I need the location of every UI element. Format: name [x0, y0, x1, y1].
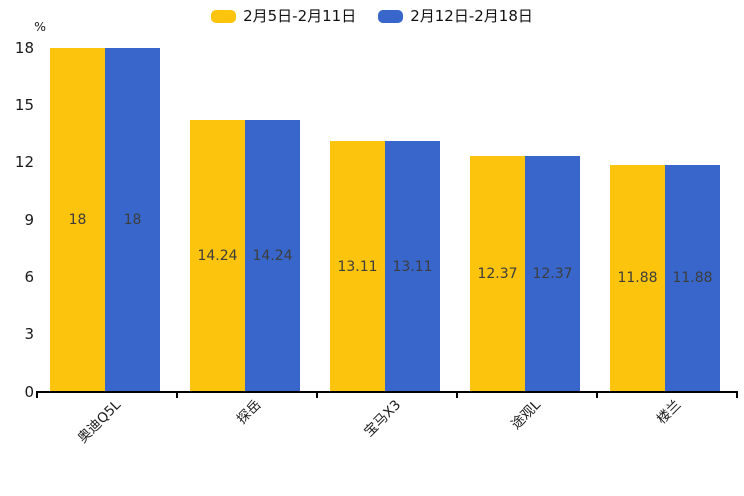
y-axis-unit-label: % [34, 19, 46, 34]
x-category-label: 宝马X3 [361, 397, 405, 441]
legend-label-series2: 2月12日-2月18日 [410, 7, 533, 25]
bar-series2-途观L [525, 155, 580, 392]
x-axis-tick [456, 391, 458, 398]
bar-series2-楼兰 [665, 164, 720, 392]
y-tick-label: 3 [24, 325, 34, 344]
bar-series1-楼兰 [610, 164, 665, 392]
legend-label-series1: 2月5日-2月11日 [243, 7, 357, 25]
x-category-label: 途观L [508, 397, 545, 433]
bar-value-label: 12.37 [532, 265, 573, 282]
x-category-label: 奥迪Q5L [74, 397, 125, 447]
x-axis-tick [176, 391, 178, 398]
bar-series2-探岳 [245, 119, 300, 392]
x-axis-tick [36, 391, 38, 398]
bar-value-label: 13.11 [392, 258, 433, 275]
legend: 2月5日-2月11日 2月12日-2月18日 [0, 6, 744, 26]
bar-series1-宝马X3 [330, 141, 385, 392]
y-tick-label: 18 [14, 38, 34, 57]
legend-item-series1: 2月5日-2月11日 [211, 6, 356, 26]
legend-item-series2: 2月12日-2月18日 [378, 6, 533, 26]
bar-series2-宝马X3 [385, 141, 440, 392]
y-tick-label: 15 [14, 95, 34, 114]
x-axis-tick [596, 391, 598, 398]
bar-value-label: 14.24 [197, 247, 238, 264]
bar-series2-奥迪Q5L [105, 48, 160, 392]
bar-value-label: 12.37 [477, 265, 518, 282]
x-axis-tick [316, 391, 318, 398]
bar-value-label: 13.11 [337, 258, 378, 275]
bar-series1-途观L [470, 155, 525, 392]
x-category-label: 探岳 [233, 397, 265, 428]
legend-swatch-yellow [211, 9, 237, 23]
bar-value-label: 11.88 [672, 270, 713, 287]
x-axis-tick [736, 391, 738, 398]
y-tick-label: 0 [24, 382, 34, 401]
y-tick-label: 6 [24, 267, 34, 286]
x-category-label: 楼兰 [653, 397, 685, 428]
y-tick-label: 12 [14, 153, 34, 172]
bar-series1-探岳 [190, 119, 245, 392]
x-axis-line [36, 391, 738, 393]
y-tick-label: 9 [24, 210, 34, 229]
bar-value-label: 11.88 [617, 270, 658, 287]
bar-value-label: 18 [123, 212, 142, 228]
bar-value-label: 18 [68, 212, 87, 228]
legend-swatch-blue [378, 9, 404, 23]
bar-series1-奥迪Q5L [50, 48, 105, 392]
bar-value-label: 14.24 [252, 247, 293, 264]
